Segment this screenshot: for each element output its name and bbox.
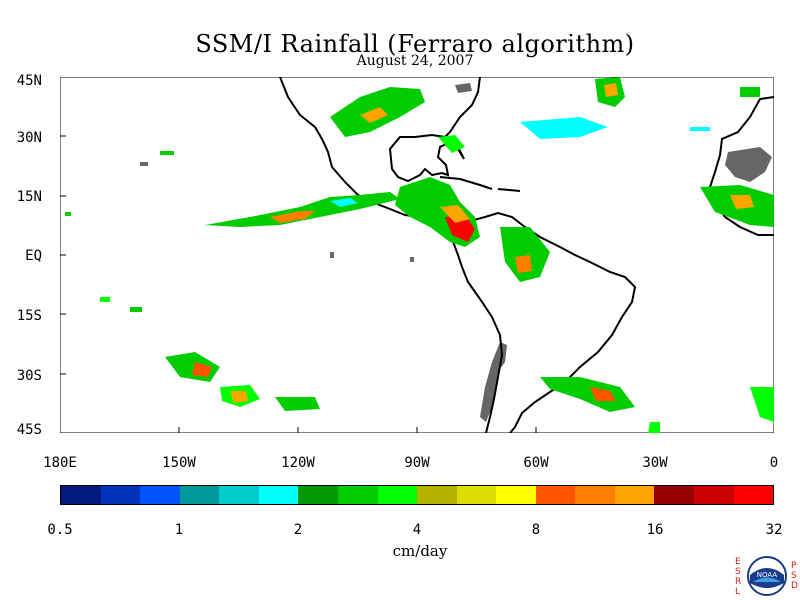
colorbar-swatch xyxy=(337,486,378,504)
logo-right-letters: P S D xyxy=(791,561,798,591)
colorbar-tick-32: 32 xyxy=(765,522,783,538)
lon-label-60w: 60W xyxy=(523,455,549,471)
colorbar-swatch xyxy=(575,486,615,504)
colorbar-swatch xyxy=(654,486,694,504)
colorbar-tick-4: 4 xyxy=(412,522,422,538)
logo-left-letters: E S R L xyxy=(735,557,742,597)
colorbar-swatch xyxy=(298,486,338,504)
svg-text:NOAA: NOAA xyxy=(757,571,778,579)
colorbar-swatch xyxy=(417,486,457,504)
colorbar-tick-16: 16 xyxy=(646,522,664,538)
lon-label-30w: 30W xyxy=(642,455,668,471)
lat-label-15n: 15N xyxy=(16,189,42,205)
colorbar-swatch xyxy=(179,486,220,504)
map-frame xyxy=(60,77,774,433)
colorbar-swatch xyxy=(219,486,259,504)
colorbar xyxy=(60,485,774,505)
noaa-logo: E S R L NOAA P S D xyxy=(735,555,798,597)
colorbar-swatch xyxy=(377,486,418,504)
colorbar-swatch xyxy=(496,486,536,504)
colorbar-swatch xyxy=(258,486,299,504)
rainfall-patches xyxy=(65,77,774,433)
lon-label-180e: 180E xyxy=(43,455,77,471)
lat-label-eq: EQ xyxy=(25,248,42,264)
lon-label-120w: 120W xyxy=(281,455,315,471)
map-date: August 24, 2007 xyxy=(356,53,474,69)
lon-label-0: 0 xyxy=(769,455,779,471)
colorbar-tick-8: 8 xyxy=(531,522,541,538)
lat-label-30s: 30S xyxy=(16,368,42,384)
colorbar-swatch xyxy=(694,486,734,504)
lat-label-30n: 30N xyxy=(16,130,42,146)
lon-label-150w: 150W xyxy=(162,455,196,471)
lon-label-90w: 90W xyxy=(404,455,430,471)
colorbar-tick-1: 1 xyxy=(174,522,184,538)
noaa-seal-icon: NOAA xyxy=(747,556,787,596)
colorbar-swatch xyxy=(61,486,101,504)
colorbar-swatch xyxy=(733,486,774,504)
map-title: SSM/I Rainfall (Ferraro algorithm) xyxy=(195,30,635,58)
colorbar-swatch xyxy=(456,486,497,504)
lat-label-45s: 45S xyxy=(16,422,42,438)
colorbar-units: cm/day xyxy=(392,542,448,560)
colorbar-tick-0_5: 0.5 xyxy=(47,522,73,538)
lat-label-15s: 15S xyxy=(16,308,42,324)
colorbar-swatch xyxy=(140,486,180,504)
colorbar-swatch xyxy=(100,486,141,504)
lat-label-45n: 45N xyxy=(16,73,42,89)
rainfall-map xyxy=(60,77,774,433)
colorbar-tick-2: 2 xyxy=(293,522,303,538)
colorbar-swatch xyxy=(535,486,576,504)
colorbar-swatch xyxy=(614,486,655,504)
coastlines xyxy=(279,77,774,433)
